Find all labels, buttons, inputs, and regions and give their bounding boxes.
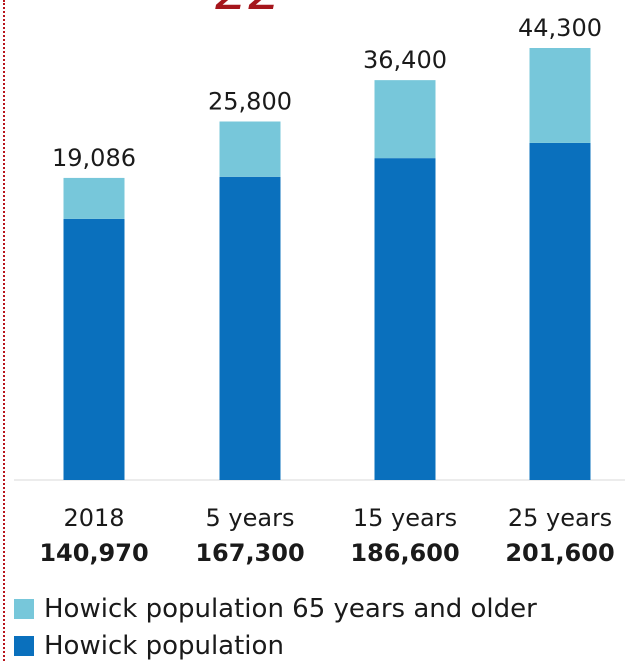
legend-item-population: Howick population	[14, 627, 537, 664]
page-border	[3, 0, 5, 661]
legend-label-population: Howick population	[44, 630, 284, 661]
x-tick-label-1: 5 years	[206, 504, 295, 532]
bar-population-2	[374, 158, 436, 480]
bar-population-1	[219, 176, 281, 481]
bar-population-0	[63, 218, 125, 480]
x-tick-label-3: 25 years	[508, 504, 612, 532]
legend-swatch-population	[14, 635, 34, 656]
bar-senior-2	[374, 80, 436, 159]
data-label-3: 44,300	[518, 14, 602, 42]
data-label-1: 25,800	[208, 88, 292, 116]
data-label-0: 19,086	[52, 144, 136, 172]
page-title-fragment: 22	[215, 0, 281, 18]
bar-senior-3	[529, 48, 591, 143]
legend-label-senior: Howick population 65 years and older	[44, 593, 537, 624]
legend-item-senior-population: Howick population 65 years and older	[14, 590, 537, 627]
legend: Howick population 65 years and older How…	[14, 590, 537, 664]
stacked-bar-chart: 19,086 2018 140,970 25,800 5 years 167,300 36,…	[14, 14, 625, 567]
x-tick-label-2: 15 years	[353, 504, 457, 532]
bar-senior-1	[219, 121, 281, 177]
data-label-2: 36,400	[363, 46, 447, 74]
bar-population-3	[529, 142, 591, 480]
total-label-3: 201,600	[505, 539, 614, 567]
legend-swatch-senior	[14, 598, 34, 619]
total-label-1: 167,300	[195, 539, 304, 567]
total-label-0: 140,970	[39, 539, 148, 567]
total-label-2: 186,600	[350, 539, 459, 567]
x-tick-label-0: 2018	[63, 504, 124, 532]
bar-senior-0	[63, 177, 125, 219]
